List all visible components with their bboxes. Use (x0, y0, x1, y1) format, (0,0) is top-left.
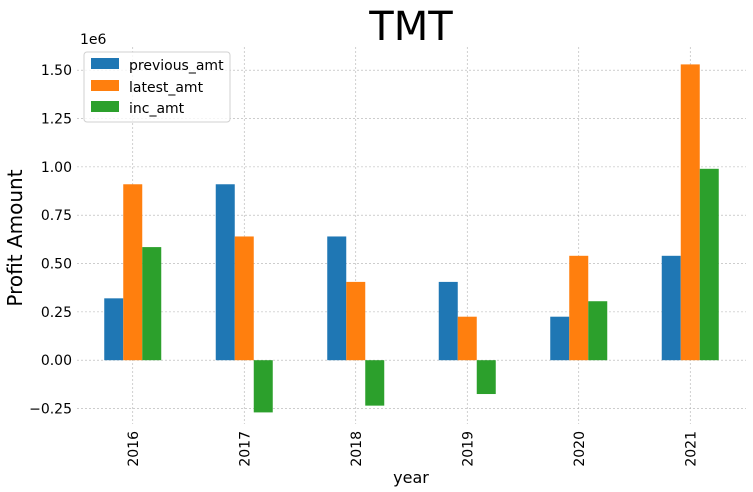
bar-inc-amt (253, 360, 273, 413)
bar-latest-amt (234, 236, 254, 361)
y-axis-ticks: −0.25 0.00 0.25 0.50 0.75 1.00 1.25 1.50 (29, 63, 72, 417)
bar-previous-amt (215, 184, 235, 361)
legend-swatch-latest-amt (91, 80, 119, 91)
bar-latest-amt (346, 281, 366, 361)
y-tick-label: 1.00 (41, 160, 72, 176)
bar-latest-amt (569, 255, 589, 361)
y-tick-label: 0.25 (41, 305, 72, 321)
x-tick-label: 2017 (237, 431, 253, 467)
bars-group (104, 64, 719, 413)
x-axis-ticks: 2016 2017 2018 2019 2020 2021 (126, 431, 700, 467)
x-tick-label: 2021 (683, 431, 699, 467)
legend-label-previous-amt: previous_amt (129, 58, 224, 74)
x-axis-label: year (393, 468, 429, 487)
legend-label-latest-amt: latest_amt (129, 80, 204, 96)
bar-previous-amt (104, 298, 124, 361)
y-tick-label: 0.50 (41, 257, 72, 273)
bar-latest-amt (680, 64, 700, 361)
x-tick-label: 2020 (572, 431, 588, 467)
y-tick-label: −0.25 (29, 402, 72, 418)
x-tick-label: 2019 (460, 431, 476, 467)
x-tick-label: 2016 (126, 431, 142, 467)
bar-inc-amt (476, 360, 496, 395)
bar-inc-amt (142, 247, 162, 361)
bar-previous-amt (438, 281, 458, 361)
legend-swatch-inc-amt (91, 101, 119, 112)
bar-previous-amt (327, 236, 347, 361)
legend-swatch-previous-amt (91, 58, 119, 69)
bar-previous-amt (661, 255, 681, 361)
legend: previous_amt latest_amt inc_amt (83, 51, 231, 123)
bar-previous-amt (550, 316, 570, 361)
legend-label-inc-amt: inc_amt (129, 101, 185, 117)
y-tick-label: 1.25 (41, 112, 72, 128)
bar-inc-amt (699, 168, 719, 361)
bar-inc-amt (365, 360, 385, 406)
legend-box (83, 51, 231, 123)
y-offset-label: 1e6 (80, 32, 107, 48)
y-tick-label: 0.75 (41, 208, 72, 224)
y-tick-label: 0.00 (41, 353, 72, 369)
bar-latest-amt (123, 184, 143, 361)
bar-latest-amt (457, 316, 477, 361)
bar-inc-amt (588, 301, 608, 361)
y-axis-label: Profit Amount (3, 169, 27, 306)
x-tick-label: 2018 (349, 431, 365, 467)
y-tick-label: 1.50 (41, 63, 72, 79)
chart-title: TMT (368, 4, 453, 50)
